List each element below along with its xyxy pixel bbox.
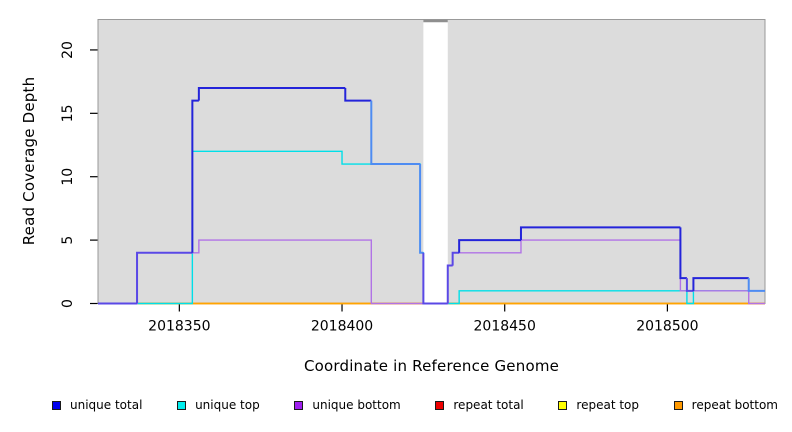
y-tick-label: 10 [60, 168, 76, 186]
unique-top-swatch [177, 400, 187, 410]
y-tick-label: 20 [60, 41, 76, 59]
series-line-unique-total [370, 100, 421, 166]
legend-item-unique-bottom: unique bottom [294, 398, 401, 412]
legend-label: repeat total [453, 398, 524, 412]
legend-label: repeat bottom [691, 398, 778, 412]
y-tick-label: 0 [60, 299, 76, 308]
series-line-unique-total [692, 277, 749, 291]
legend-item-repeat-top: repeat top [558, 398, 639, 412]
series-line-unique-total [136, 251, 193, 304]
shaded-region [447, 19, 765, 304]
series-line-unique-total [679, 227, 687, 280]
y-tick-label: 15 [60, 104, 76, 122]
series-line-unique-total [519, 226, 681, 241]
y-axis-title: Read Coverage Depth [20, 76, 38, 246]
x-tick-label: 2018400 [311, 319, 373, 335]
x-tick-label: 2018500 [636, 319, 698, 335]
series-line-unique-total [685, 278, 694, 292]
legend-label: unique bottom [312, 398, 401, 412]
x-tick-label: 2018450 [474, 319, 536, 335]
series-line-unique-total [422, 252, 448, 305]
repeat-total-swatch [435, 400, 445, 410]
series-line-unique-total [191, 99, 199, 253]
unique-bottom-swatch [294, 400, 304, 410]
legend-item-unique-top: unique top [177, 398, 260, 412]
series-line-unique-total [344, 87, 372, 102]
series-line-unique-total [458, 239, 521, 253]
x-tick-label: 2018350 [148, 319, 210, 335]
unique-total-swatch [52, 400, 61, 410]
series-line-unique-total [451, 251, 460, 266]
repeat-top-swatch [558, 400, 568, 410]
repeat-bottom-swatch [673, 400, 683, 410]
x-axis-title: Coordinate in Reference Genome [303, 357, 560, 375]
series-line-unique-total [419, 164, 424, 254]
shaded-region [98, 19, 424, 304]
legend-label: unique total [70, 398, 143, 412]
legend-item-unique-total: unique total [52, 398, 142, 412]
y-tick-label: 5 [60, 236, 76, 245]
legend-label: repeat top [576, 398, 640, 412]
legend-label: unique top [195, 398, 260, 412]
legend-item-repeat-total: repeat total [435, 398, 524, 412]
series-line-unique-total [446, 264, 453, 304]
legend: unique total unique top unique bottom repea… [52, 398, 778, 412]
series-line-unique-total [747, 278, 765, 292]
series-line-unique-total [197, 86, 346, 101]
legend-item-repeat-bottom: repeat bottom [673, 398, 778, 412]
